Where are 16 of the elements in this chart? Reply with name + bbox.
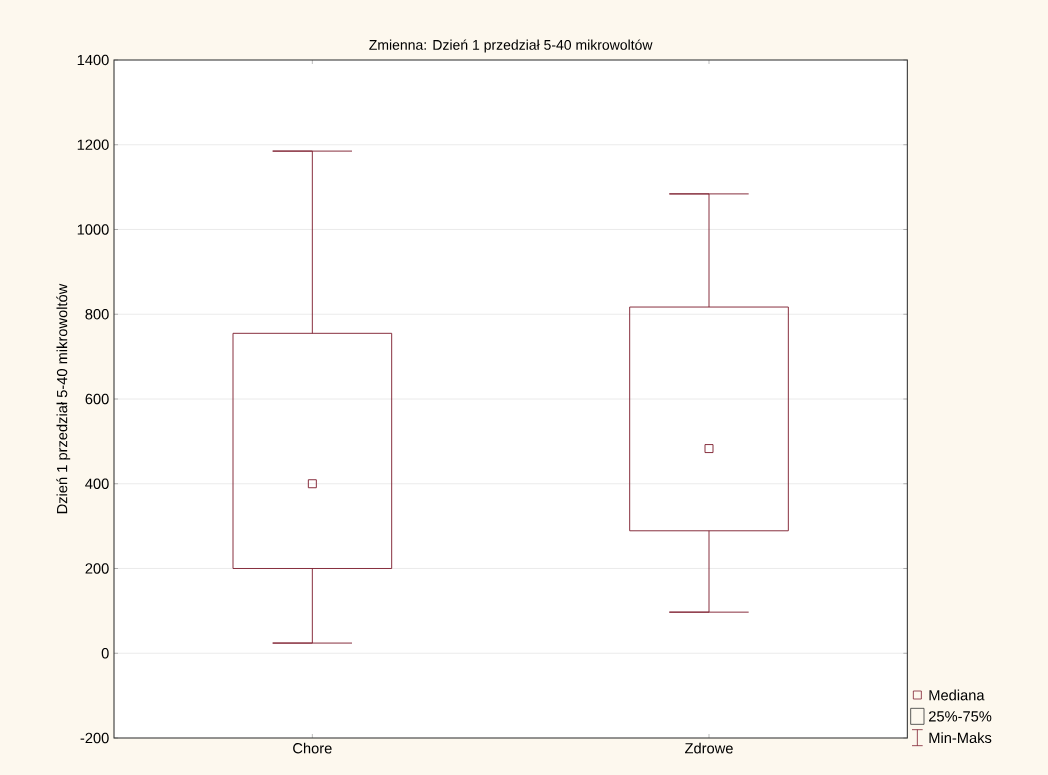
y-tick-label: 1000: [77, 224, 109, 235]
text: 25%-75%: [929, 711, 992, 722]
y-tick-label: 800: [85, 309, 109, 320]
y-axis-title: Dzień 1 przedział 5-40 mikrowoltów: [56, 283, 71, 514]
y-tick-label: 1400: [77, 54, 109, 66]
x-tick-label: Chore: [293, 742, 332, 754]
y-tick-label: 0: [101, 648, 109, 659]
text: Min-Maks: [929, 732, 992, 744]
y-tick-label: 200: [85, 563, 109, 574]
y-tick-label: -200: [80, 732, 109, 744]
text: Mediana: [929, 689, 985, 701]
y-tick-label: 400: [85, 478, 109, 489]
x-tick-label: Zdrowe: [685, 742, 733, 754]
chart-title: Zmienna: Dzień 1 przedział 5-40 mikrowoltów: [369, 39, 653, 53]
y-tick-label: 1200: [77, 139, 109, 150]
y-tick-label: 600: [85, 393, 109, 405]
